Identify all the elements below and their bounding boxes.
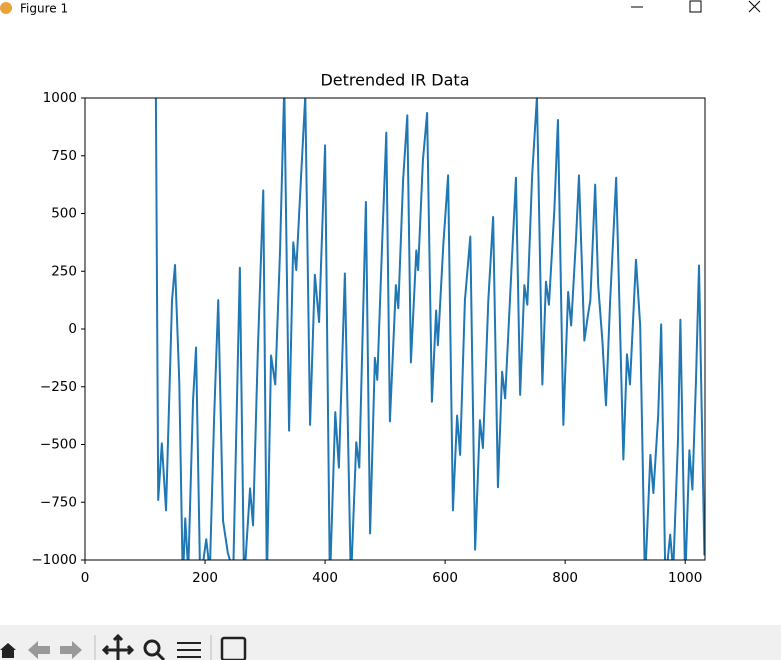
plot — [154, 98, 705, 560]
configure-button[interactable] — [177, 642, 201, 658]
back-button[interactable] — [28, 641, 50, 659]
x-tick-label: 1000 — [668, 570, 702, 586]
y-tick-label: 250 — [51, 263, 77, 279]
y-tick-label: 1000 — [43, 90, 77, 106]
maximize-button[interactable] — [689, 0, 702, 13]
x-tick-label: 800 — [552, 570, 578, 586]
y-tick-label: −750 — [40, 494, 77, 510]
forward-button[interactable] — [60, 641, 82, 659]
y-tick-label: −1000 — [31, 552, 77, 568]
window-title: Figure 1 — [20, 2, 68, 16]
chart-title: Detrended IR Data — [320, 71, 469, 90]
pan-button[interactable] — [101, 633, 135, 660]
x-tick-label: 200 — [192, 570, 218, 586]
y-tick-label: 500 — [51, 206, 77, 222]
zoom-button[interactable] — [143, 639, 161, 657]
toolbar — [0, 625, 781, 660]
data-line — [154, 98, 705, 560]
save-button[interactable] — [220, 636, 247, 660]
app-icon — [0, 2, 12, 14]
zoom-handle — [155, 651, 166, 660]
close-button[interactable] — [748, 0, 761, 13]
y-tick-label: 0 — [68, 321, 77, 337]
y-tick-label: −500 — [40, 437, 77, 453]
x-tick-label: 600 — [432, 570, 458, 586]
x-tick-label: 0 — [81, 570, 90, 586]
y-tick-label: −250 — [40, 379, 77, 395]
y-tick-label: 750 — [51, 148, 77, 164]
home-button[interactable] — [0, 643, 16, 658]
title-bar — [0, 0, 781, 26]
x-tick-label: 400 — [312, 570, 338, 586]
